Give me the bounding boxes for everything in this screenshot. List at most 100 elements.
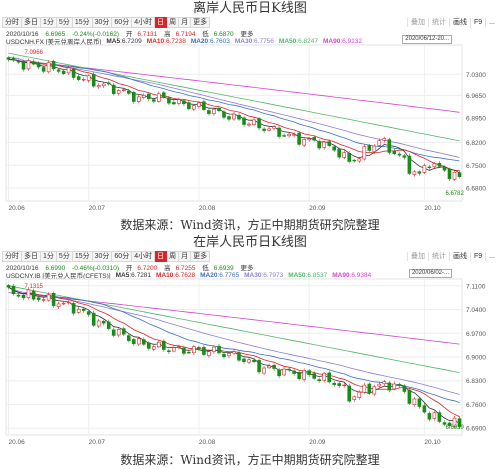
candle-body (337, 383, 342, 386)
candle-body (387, 139, 392, 153)
candle-body (412, 398, 417, 405)
quote-more-link[interactable]: 更多 (240, 31, 254, 38)
offshore-chart-panel: 分时 多日 1分 5分 15分 30分 60分 4小时 日 周 月 更多 叠加 … (0, 16, 500, 215)
candle-body (157, 93, 161, 102)
tab-4hour[interactable]: 4小时 (132, 250, 156, 262)
tab-4hour[interactable]: 4小时 (132, 16, 156, 28)
more-menu-button[interactable]: ... (485, 251, 498, 261)
candle-body (252, 119, 256, 126)
tab-monthly[interactable]: 月 (179, 16, 192, 28)
candle-body (202, 101, 206, 110)
candle-body (232, 351, 236, 354)
ma50-line (8, 52, 460, 142)
candle-body (177, 346, 181, 348)
quote-low: 6.6939 (213, 265, 234, 272)
candle-body (322, 141, 327, 148)
tab-daily[interactable]: 日 (155, 250, 168, 262)
tab-intraday[interactable]: 分时 (2, 250, 22, 262)
candle-body (227, 116, 231, 120)
f9-button[interactable]: F9 (469, 251, 485, 261)
candle-body (337, 148, 342, 158)
date-range-selector[interactable]: 2020/06/02-... (408, 269, 452, 278)
quote-line: 2020/10/16 6.6965 -0.24%(-0.0162) 开 6.713… (6, 28, 258, 38)
candle-body (91, 74, 96, 87)
tab-15min[interactable]: 15分 (72, 250, 93, 262)
y-tick-label: 6.8950 (466, 116, 486, 123)
tab-weekly[interactable]: 周 (167, 16, 180, 28)
candle-body (31, 290, 36, 300)
candle-body (317, 141, 322, 149)
tab-multiday[interactable]: 多日 (22, 16, 41, 28)
date-range-selector[interactable]: 2020/06/12-20... (402, 35, 452, 44)
tab-more[interactable]: 更多 (191, 250, 211, 262)
candle-body (422, 405, 427, 413)
quote-low-label: 低 (202, 265, 209, 272)
draw-button[interactable]: 画线 (448, 251, 470, 261)
tab-1min[interactable]: 1分 (41, 16, 57, 28)
candle-body (157, 341, 161, 348)
tab-intraday[interactable]: 分时 (2, 16, 22, 28)
candle-body (262, 128, 266, 131)
candle-body (137, 96, 141, 102)
tab-60min[interactable]: 60分 (112, 16, 133, 28)
tab-more[interactable]: 更多 (191, 16, 211, 28)
candle-body (372, 145, 377, 152)
quote-date: 2020/10/16 (6, 265, 39, 272)
candle-body (71, 68, 76, 78)
overlay-button[interactable]: 叠加 (406, 251, 428, 261)
more-menu-button[interactable]: ... (485, 17, 498, 27)
onshore-chart-panel: 分时 多日 1分 5分 15分 30分 60分 4小时 日 周 月 更多 叠加 … (0, 250, 500, 449)
tab-1min[interactable]: 1分 (41, 250, 57, 262)
quote-more-link[interactable]: 更多 (240, 265, 254, 272)
candle-body (86, 311, 91, 315)
tab-5min[interactable]: 5分 (56, 16, 73, 28)
y-tick-label: 6.9650 (466, 93, 486, 100)
candle-body (282, 368, 286, 376)
overlay-button[interactable]: 叠加 (406, 17, 428, 27)
y-tick-label: 6.7600 (466, 402, 486, 409)
tab-weekly[interactable]: 周 (167, 250, 180, 262)
f9-button[interactable]: F9 (469, 17, 485, 27)
candle-body (327, 141, 332, 146)
candle-body (247, 359, 251, 363)
candle-body (187, 351, 191, 354)
tab-daily[interactable]: 日 (155, 16, 168, 28)
candle-body (197, 347, 201, 350)
ma-legend-item: MA30:6.7973 (244, 271, 284, 279)
tab-multiday[interactable]: 多日 (22, 250, 41, 262)
x-tick-label: 20.07 (89, 439, 106, 446)
candle-body (322, 373, 327, 381)
tab-30min[interactable]: 30分 (92, 16, 113, 28)
candle-body (407, 389, 412, 404)
candle-body (327, 372, 332, 383)
stats-button[interactable]: 统计 (427, 251, 449, 261)
candle-body (167, 350, 171, 352)
candle-body (267, 128, 271, 131)
tab-30min[interactable]: 30分 (92, 250, 113, 262)
x-tick-label: 20.06 (9, 205, 26, 212)
y-tick-label: 7.1100 (466, 283, 486, 290)
draw-button[interactable]: 画线 (448, 17, 470, 27)
quote-high: 6.7255 (175, 265, 196, 272)
ma-legend-item: MA10:6.7238 (146, 37, 186, 45)
ma5-line (8, 286, 460, 424)
tab-5min[interactable]: 5分 (56, 250, 73, 262)
candle-body (452, 172, 457, 180)
x-tick-label: 20.09 (309, 439, 326, 446)
candle-body (332, 146, 337, 151)
candle-body (382, 381, 387, 385)
tab-monthly[interactable]: 月 (179, 250, 192, 262)
quote-open-label: 开 (125, 31, 133, 38)
tab-15min[interactable]: 15分 (72, 16, 93, 28)
stats-button[interactable]: 统计 (427, 17, 449, 27)
candle-body (297, 372, 301, 380)
candle-body (282, 135, 286, 137)
candle-body (21, 294, 26, 299)
source-note: 数据来源：Wind资讯，方正中期期货研究院整理 (120, 218, 380, 232)
tab-60min[interactable]: 60分 (112, 250, 133, 262)
ma-legend-item: MA90:6.9132 (322, 37, 363, 45)
quote-close: 6.6990 (45, 265, 66, 272)
candle-body (16, 61, 21, 63)
candle-body (11, 58, 16, 61)
candle-body (152, 346, 156, 350)
